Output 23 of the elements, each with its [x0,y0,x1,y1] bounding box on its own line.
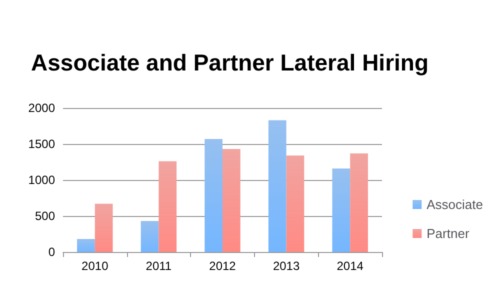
bar [268,120,286,252]
y-tick-label: 0 [48,245,56,259]
x-tick-label: 2012 [209,259,236,273]
bar [286,156,304,252]
bar [77,239,95,252]
legend-label: Associate [426,197,484,212]
y-tick-label: 2000 [28,101,56,115]
legend-label: Partner [426,226,470,241]
x-tick-label: 2013 [272,259,300,273]
bar [204,138,222,252]
y-tick-label: 1500 [28,137,56,151]
bar [140,221,159,252]
x-tick-label: 2011 [146,259,172,273]
bar [350,153,368,252]
y-tick-label: 500 [34,209,56,223]
x-tick-label: 2010 [82,259,109,273]
y-tick-label: 1000 [28,173,56,187]
bar [222,149,240,252]
chart-title: Associate and Partner Lateral Hiring [31,50,429,76]
bar [94,204,113,252]
bar [332,168,350,252]
bar [158,161,177,252]
x-tick-label: 2014 [336,259,364,273]
